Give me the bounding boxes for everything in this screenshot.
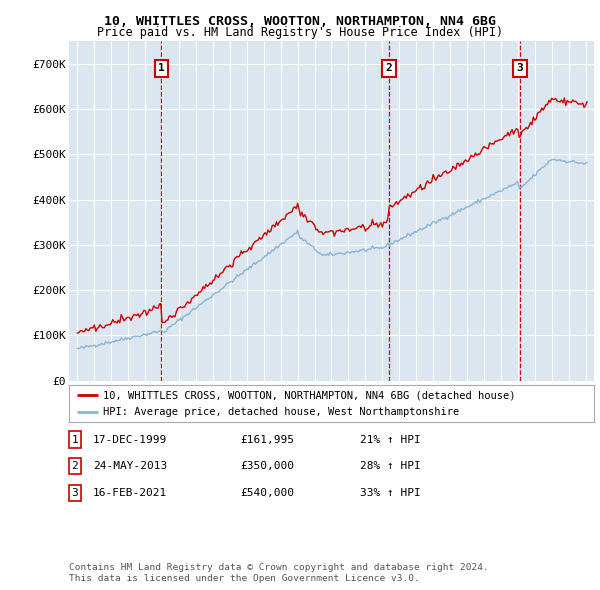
- Text: HPI: Average price, detached house, West Northamptonshire: HPI: Average price, detached house, West…: [103, 407, 460, 417]
- Text: 24-MAY-2013: 24-MAY-2013: [93, 461, 167, 471]
- Text: 10, WHITTLES CROSS, WOOTTON, NORTHAMPTON, NN4 6BG (detached house): 10, WHITTLES CROSS, WOOTTON, NORTHAMPTON…: [103, 390, 515, 400]
- Text: 10, WHITTLES CROSS, WOOTTON, NORTHAMPTON, NN4 6BG: 10, WHITTLES CROSS, WOOTTON, NORTHAMPTON…: [104, 15, 496, 28]
- Text: 3: 3: [517, 64, 523, 73]
- Text: This data is licensed under the Open Government Licence v3.0.: This data is licensed under the Open Gov…: [69, 574, 420, 583]
- Text: 1: 1: [71, 435, 79, 444]
- Text: Price paid vs. HM Land Registry's House Price Index (HPI): Price paid vs. HM Land Registry's House …: [97, 26, 503, 39]
- Text: £540,000: £540,000: [240, 488, 294, 497]
- Text: 28% ↑ HPI: 28% ↑ HPI: [360, 461, 421, 471]
- Text: 33% ↑ HPI: 33% ↑ HPI: [360, 488, 421, 497]
- Text: £350,000: £350,000: [240, 461, 294, 471]
- Text: 3: 3: [71, 488, 79, 497]
- Text: Contains HM Land Registry data © Crown copyright and database right 2024.: Contains HM Land Registry data © Crown c…: [69, 563, 489, 572]
- Text: 2: 2: [386, 64, 392, 73]
- Text: 2: 2: [71, 461, 79, 471]
- Text: 1: 1: [158, 64, 165, 73]
- Text: £161,995: £161,995: [240, 435, 294, 444]
- Text: 16-FEB-2021: 16-FEB-2021: [93, 488, 167, 497]
- Text: 21% ↑ HPI: 21% ↑ HPI: [360, 435, 421, 444]
- Text: 17-DEC-1999: 17-DEC-1999: [93, 435, 167, 444]
